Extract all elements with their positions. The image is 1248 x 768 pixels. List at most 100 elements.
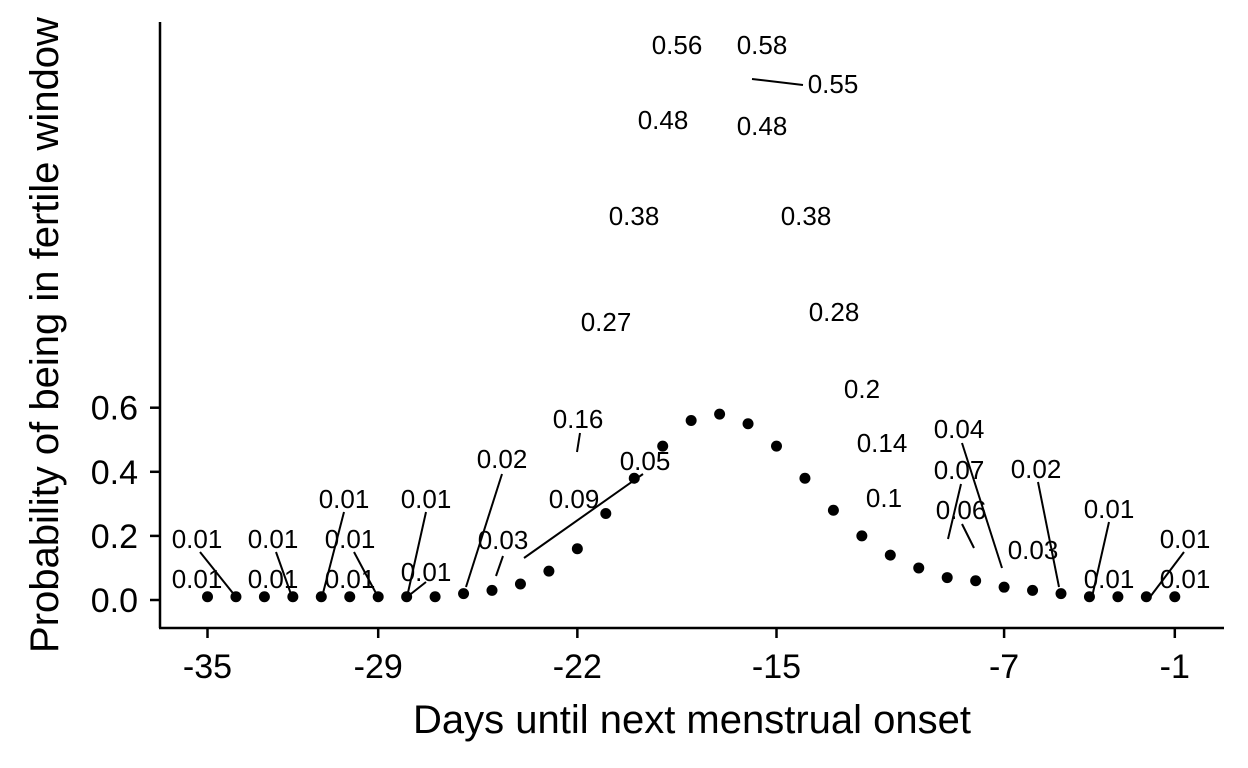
plot-layer: 0.01 0.01 0.01 0.01 0.01 0.01 0.01 0.01 0.01 0.02… <box>172 30 1211 603</box>
data-label: 0.01 <box>172 524 223 554</box>
label-leader-line <box>576 432 581 453</box>
data-label: 0.01 <box>248 524 299 554</box>
label-leader-line <box>353 551 379 598</box>
label-leader-line <box>495 555 504 577</box>
data-label: 0.58 <box>737 30 788 60</box>
data-label: 0.01 <box>1160 524 1211 554</box>
data-point <box>486 584 498 596</box>
data-point <box>884 549 896 561</box>
data-point <box>287 591 299 603</box>
x-tick-label: -15 <box>752 648 801 686</box>
data-label: 0.56 <box>652 30 703 60</box>
data-label: 0.38 <box>609 201 660 231</box>
label-leader-line <box>751 78 804 86</box>
data-point <box>970 575 982 587</box>
label-leader-line <box>1037 481 1060 588</box>
y-axis-title: Probability of being in fertile window <box>23 17 67 653</box>
label-leader-line <box>275 551 293 598</box>
data-label: 0.2 <box>844 374 880 404</box>
data-label: 0.02 <box>477 444 528 474</box>
data-point <box>685 415 697 427</box>
data-label: 0.09 <box>549 484 600 514</box>
data-point <box>344 591 356 603</box>
label-leader-line <box>961 442 1003 569</box>
data-label: 0.06 <box>936 495 987 525</box>
x-tick-label: -7 <box>989 648 1019 686</box>
data-point <box>429 591 441 603</box>
data-point <box>458 588 470 600</box>
data-point <box>856 530 868 542</box>
data-point <box>1140 591 1152 603</box>
data-point <box>913 562 925 574</box>
label-leader-line <box>1149 551 1185 598</box>
data-label: 0.55 <box>808 69 859 99</box>
label-leader-line <box>199 551 237 598</box>
y-tick-label: 0.6 <box>91 390 138 428</box>
data-point <box>998 581 1010 593</box>
data-point <box>202 591 213 603</box>
data-label: 0.27 <box>581 307 632 337</box>
data-label: 0.14 <box>857 428 908 458</box>
data-point <box>315 591 327 603</box>
data-point <box>714 408 726 420</box>
data-point <box>258 591 270 603</box>
data-label: 0.04 <box>934 414 985 444</box>
data-point <box>514 578 526 590</box>
label-leader-line <box>406 581 427 598</box>
y-tick-label: 0.2 <box>91 518 138 556</box>
label-leader-line <box>947 483 962 540</box>
label-leader-line <box>465 473 503 588</box>
data-label: 0.01 <box>172 564 223 594</box>
data-point <box>657 440 669 452</box>
y-tick-label: 0.0 <box>91 582 138 620</box>
data-point <box>628 472 640 484</box>
y-tick-label: 0.4 <box>91 454 138 492</box>
data-point <box>401 591 413 603</box>
data-label: 0.01 <box>248 564 299 594</box>
data-label: 0.01 <box>325 564 376 594</box>
data-label: 0.07 <box>934 455 985 485</box>
data-point <box>1083 591 1095 603</box>
data-point <box>230 591 242 603</box>
x-axis-title: Days until next menstrual onset <box>413 698 971 742</box>
data-point <box>600 507 612 519</box>
data-label: 0.48 <box>737 111 788 141</box>
data-point <box>543 565 555 577</box>
data-label: 0.16 <box>553 404 604 434</box>
data-label: 0.01 <box>401 557 452 587</box>
data-label: 0.1 <box>866 483 902 513</box>
x-tick-label: -29 <box>354 648 403 686</box>
data-label: 0.01 <box>401 484 452 514</box>
data-point <box>1055 588 1067 600</box>
data-point <box>799 472 811 484</box>
data-point <box>1027 584 1039 596</box>
label-leader-line <box>523 473 644 559</box>
data-label: 0.48 <box>638 105 689 135</box>
data-point <box>742 418 754 430</box>
data-point <box>571 543 583 555</box>
data-point <box>1169 591 1181 603</box>
x-tick-label: -22 <box>553 648 602 686</box>
data-label: 0.03 <box>478 525 529 555</box>
data-point <box>771 440 782 452</box>
data-label: 0.02 <box>1011 454 1062 484</box>
label-leader-line <box>321 511 345 598</box>
label-leader-line <box>406 511 427 598</box>
data-label: 0.01 <box>325 524 376 554</box>
data-point <box>827 504 839 516</box>
data-label: 0.28 <box>809 297 860 327</box>
label-leader-line <box>1091 521 1110 598</box>
data-point <box>941 572 953 584</box>
data-label: 0.01 <box>319 484 370 514</box>
x-tick-label: -35 <box>183 648 232 686</box>
data-label: 0.01 <box>1084 494 1135 524</box>
data-point <box>372 591 384 603</box>
x-tick-label: -1 <box>1160 648 1190 686</box>
ticks-layer: -35 -29 -22 -15 -7 -1 0.0 0.2 0.4 0.6 <box>91 390 1190 686</box>
data-label: 0.01 <box>1160 564 1211 594</box>
label-leader-line <box>961 523 975 549</box>
data-label: 0.01 <box>1084 564 1135 594</box>
data-label: 0.38 <box>781 201 832 231</box>
data-point <box>1112 591 1124 603</box>
